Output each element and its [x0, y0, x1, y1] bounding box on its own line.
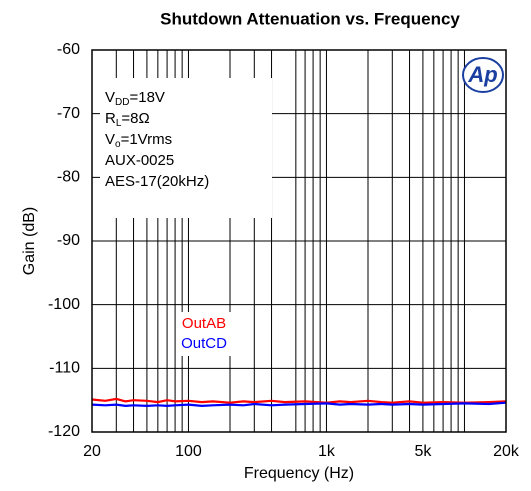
annotation-text: AUX-0025	[105, 152, 174, 169]
y-tick-label: -90	[57, 232, 80, 249]
annotation-line: RL=8Ω	[105, 110, 150, 129]
annotation-text: V	[105, 131, 115, 148]
x-tick-label: 100	[175, 443, 202, 460]
annotation-text: =8Ω	[121, 110, 149, 127]
annotation-text: L	[116, 118, 122, 129]
annotation-line: AES-17(20kHz)	[105, 173, 209, 190]
annotation-text: DD	[115, 97, 129, 108]
series-line	[91, 401, 507, 408]
annotation-text: =18V	[129, 89, 164, 106]
plot-frame	[91, 49, 507, 433]
y-tick-label: -70	[57, 105, 80, 122]
logo-ring	[462, 57, 504, 93]
annotation-text: =1Vrms	[121, 131, 173, 148]
annotation-text: o	[115, 139, 121, 150]
y-tick-label: -120	[48, 423, 80, 440]
y-axis-label: Gain (dB)	[21, 207, 38, 275]
x-tick-label: 1k	[318, 443, 336, 460]
legend-entry: OutCD	[181, 335, 227, 352]
chart-title: Shutdown Attenuation vs. Frequency	[160, 9, 460, 28]
annotation-text: AES-17(20kHz)	[105, 173, 209, 190]
annotation-text: R	[105, 110, 116, 127]
series-line	[91, 397, 507, 404]
y-tick-label: -100	[48, 296, 80, 313]
annotation-line: VDD=18V	[105, 89, 165, 108]
annotation-line: Vo=1Vrms	[105, 131, 172, 150]
x-tick-label: 20k	[493, 443, 520, 460]
y-tick-label: -110	[49, 360, 80, 377]
annotation-box	[100, 78, 272, 218]
legend-box	[176, 312, 232, 356]
x-tick-label: 5k	[414, 443, 432, 460]
legend-entry: OutAB	[182, 315, 226, 332]
annotation-line: AUX-0025	[105, 152, 174, 169]
y-tick-label: -60	[57, 41, 80, 58]
x-axis-label: Frequency (Hz)	[244, 465, 354, 482]
annotation: VDD=18VRL=8ΩVo=1VrmsAUX-0025AES-17(20kHz…	[100, 78, 272, 218]
logo: Ap	[467, 62, 497, 87]
annotation-text: V	[105, 89, 115, 106]
x-tick-label: 20	[83, 443, 101, 460]
y-tick-label: -80	[57, 169, 80, 186]
